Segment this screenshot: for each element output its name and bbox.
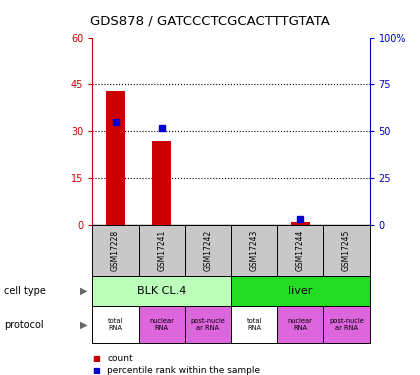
- Text: post-nucle
ar RNA: post-nucle ar RNA: [190, 318, 226, 331]
- Text: nuclear
RNA: nuclear RNA: [288, 318, 313, 331]
- Text: count: count: [107, 354, 133, 363]
- Bar: [277, 225, 323, 276]
- Text: post-nucle
ar RNA: post-nucle ar RNA: [329, 318, 364, 331]
- Text: cell type: cell type: [4, 286, 46, 296]
- Bar: [323, 306, 370, 343]
- Bar: [323, 225, 370, 276]
- Bar: [185, 306, 231, 343]
- Text: GSM17242: GSM17242: [203, 230, 213, 271]
- Text: GSM17228: GSM17228: [111, 230, 120, 271]
- Bar: [92, 225, 139, 276]
- Text: BLK CL.4: BLK CL.4: [137, 286, 186, 296]
- Text: ■: ■: [92, 354, 100, 363]
- Text: GSM17243: GSM17243: [249, 230, 259, 271]
- Text: ▶: ▶: [80, 320, 88, 330]
- Bar: [291, 222, 310, 225]
- Bar: [152, 141, 171, 225]
- Text: GDS878 / GATCCCTCGCACTTTGTATA: GDS878 / GATCCCTCGCACTTTGTATA: [90, 15, 330, 28]
- Bar: [231, 306, 277, 343]
- Bar: [139, 306, 185, 343]
- Bar: [231, 276, 370, 306]
- Text: GSM17245: GSM17245: [342, 230, 351, 271]
- Text: ■: ■: [92, 366, 100, 375]
- Text: GSM17241: GSM17241: [157, 230, 166, 271]
- Text: total
RNA: total RNA: [108, 318, 123, 331]
- Text: protocol: protocol: [4, 320, 44, 330]
- Bar: [277, 306, 323, 343]
- Bar: [92, 276, 231, 306]
- Text: GSM17244: GSM17244: [296, 230, 305, 271]
- Text: percentile rank within the sample: percentile rank within the sample: [107, 366, 260, 375]
- Bar: [231, 225, 277, 276]
- Bar: [106, 91, 125, 225]
- Bar: [185, 225, 231, 276]
- Bar: [92, 306, 139, 343]
- Bar: [139, 225, 185, 276]
- Text: total
RNA: total RNA: [247, 318, 262, 331]
- Text: ▶: ▶: [80, 286, 88, 296]
- Text: liver: liver: [288, 286, 312, 296]
- Text: nuclear
RNA: nuclear RNA: [149, 318, 174, 331]
